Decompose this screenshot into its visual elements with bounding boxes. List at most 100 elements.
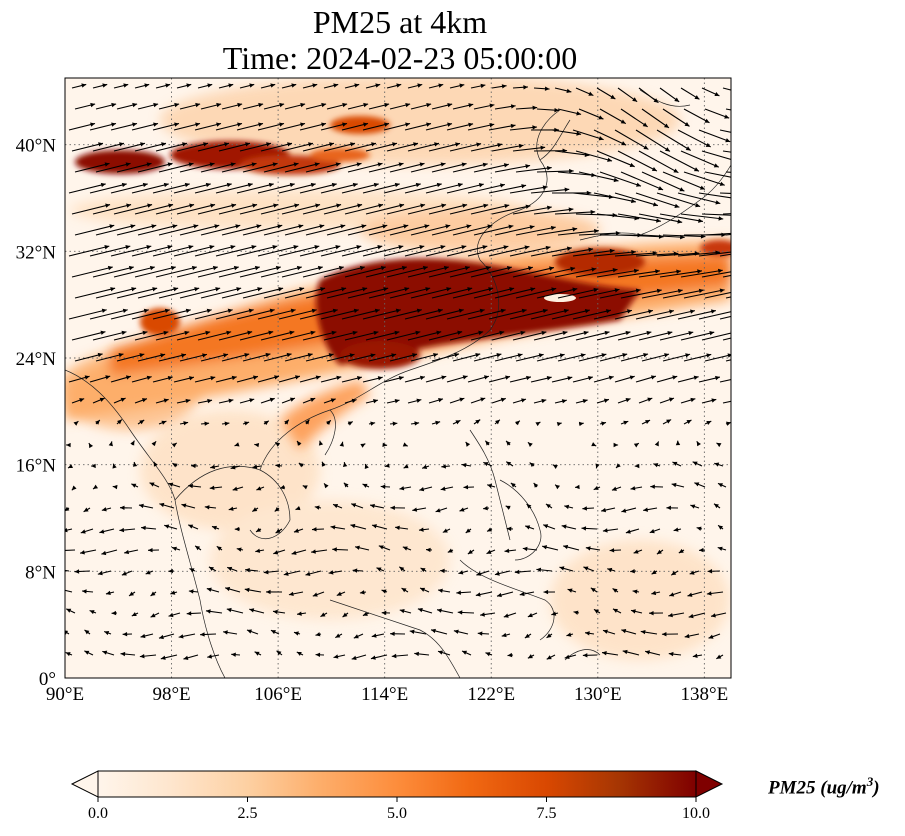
wind-vector-head <box>183 655 189 660</box>
wind-vector <box>197 331 232 341</box>
wind-vector-head <box>556 422 562 427</box>
wind-vector <box>596 331 631 341</box>
wind-vector <box>662 108 690 127</box>
wind-vector <box>134 331 169 341</box>
wind-vector-head <box>143 308 149 313</box>
wind-vector-head <box>80 529 86 534</box>
wind-vector <box>383 245 425 257</box>
wind-vector-head <box>468 103 474 108</box>
wind-vector-head <box>376 567 382 572</box>
wind-vector <box>656 192 701 208</box>
wind-vector <box>515 353 544 362</box>
wind-vector <box>281 331 316 341</box>
wind-vector <box>557 288 599 299</box>
wind-vector-head <box>649 529 655 534</box>
wind-vector-head <box>546 655 552 660</box>
wind-vector <box>89 183 127 194</box>
wind-vector-head <box>163 182 169 188</box>
wind-vector-head <box>142 330 148 336</box>
wind-vector-head <box>698 218 703 223</box>
wind-vector-head <box>546 205 552 210</box>
wind-vector-head <box>235 224 241 229</box>
wind-vector <box>284 287 326 299</box>
wind-vector <box>305 224 346 236</box>
wind-vector-head <box>185 398 191 404</box>
wind-vector-head <box>563 308 569 314</box>
wind-vector-head <box>666 419 672 424</box>
wind-vector-head <box>300 122 306 127</box>
wind-vector-head <box>188 245 194 250</box>
wind-vector-head <box>320 612 326 617</box>
wind-vector <box>509 309 548 320</box>
wind-vector-head <box>475 592 481 597</box>
wind-vector-head <box>350 523 356 529</box>
wind-vector-head <box>275 528 281 533</box>
wind-vector <box>389 287 431 299</box>
wind-vector-head <box>477 631 483 636</box>
wind-vector <box>323 266 365 278</box>
wind-vector <box>215 309 254 320</box>
wind-vector <box>698 311 731 320</box>
wind-vector <box>638 331 673 341</box>
wind-vector-head <box>295 506 301 511</box>
wind-vector-head <box>545 245 551 251</box>
wind-vector <box>74 287 116 299</box>
wind-vector-head <box>500 308 506 314</box>
wind-vector-head <box>65 506 70 512</box>
wind-vector <box>323 142 356 152</box>
wind-vector-head <box>275 442 281 447</box>
wind-vector-head <box>401 265 407 271</box>
wind-vector-head <box>478 330 484 335</box>
wind-vector-head <box>733 158 738 162</box>
wind-vector-head <box>732 399 737 403</box>
wind-vector-head <box>487 483 493 489</box>
wind-vector-head <box>499 183 505 188</box>
wind-vector-head <box>496 592 502 598</box>
wind-vector <box>530 309 569 320</box>
wind-vector <box>638 150 679 174</box>
wind-vector <box>200 224 241 236</box>
wind-vector <box>593 251 636 257</box>
wind-vector-head <box>529 225 535 230</box>
wind-vector <box>614 252 658 257</box>
wind-vector-head <box>268 182 274 188</box>
wind-vector-head <box>463 485 469 490</box>
wind-vector-head <box>506 440 511 446</box>
wind-vector-head <box>373 399 378 404</box>
wind-vector <box>491 144 524 152</box>
wind-vector <box>368 287 410 299</box>
wind-vector <box>488 309 527 320</box>
wind-vector <box>95 162 131 173</box>
wind-vector <box>239 204 279 215</box>
wind-vector-head <box>167 245 173 250</box>
wind-vector <box>137 224 178 236</box>
wind-vector-head <box>688 331 694 336</box>
wind-vector-head <box>121 182 127 188</box>
wind-vector-head <box>331 182 337 188</box>
wind-vector <box>593 309 633 320</box>
wind-vector-head <box>173 287 179 292</box>
pm25-plume <box>280 380 370 450</box>
wind-vector-head <box>692 653 698 658</box>
wind-vector <box>635 310 675 320</box>
wind-vector-head <box>336 203 342 208</box>
wind-vector-head <box>611 486 617 491</box>
wind-vector-head <box>436 182 442 188</box>
wind-vector-head <box>486 549 492 554</box>
wind-vector-head <box>717 268 723 274</box>
wind-vector-head <box>364 463 369 469</box>
wind-vector-head <box>425 287 431 292</box>
wind-vector <box>635 252 679 257</box>
wind-vector-head <box>184 182 190 188</box>
wind-vector-head <box>661 631 667 637</box>
wind-vector-head <box>188 524 194 529</box>
wind-vector-head <box>518 143 524 149</box>
wind-vector <box>635 129 671 152</box>
wind-vector-head <box>206 587 212 592</box>
wind-vector-head <box>535 421 541 427</box>
wind-vector <box>491 266 534 278</box>
wind-vector-head <box>398 376 404 381</box>
wind-vector-head <box>249 83 255 88</box>
wind-vector-head <box>434 142 439 147</box>
wind-vector <box>431 163 467 173</box>
